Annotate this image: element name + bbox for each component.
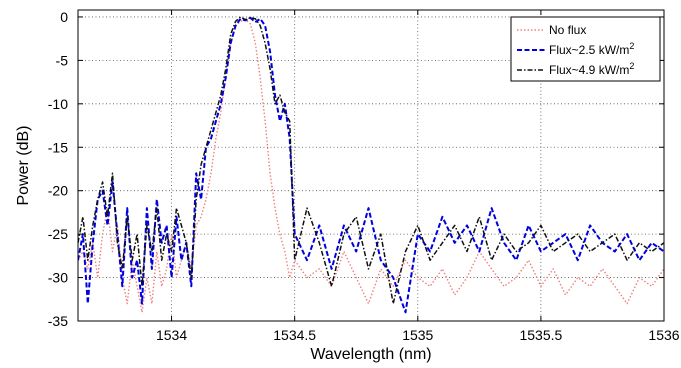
legend-label-no-flux: No flux [549,23,586,37]
series-layer [78,16,664,314]
legend-label-flux-4-9-prefix: Flux~4.9 kW/m [549,63,629,77]
y-tick-label: -10 [48,96,68,112]
y-tick-label: -25 [48,226,68,242]
plot-area-frame [77,9,665,322]
y-tick-label: -30 [48,270,68,286]
x-tick-label: 1536 [648,327,679,343]
legend-label-flux-2-5-sup: 2 [629,41,634,51]
y-tick-label: 0 [60,9,68,25]
series-flux-4-9 [78,16,664,305]
legend-label-flux-4-9: Flux~4.9 kW/m2 [549,61,634,77]
x-tick-label: 1534.5 [273,327,316,343]
x-tick-label: 1534 [156,327,187,343]
y-tick-label: -15 [48,139,68,155]
axis-ticks: 1534 1534.5 1535 1535.5 1536 0 -5 -10 -15 -20 -25 -… [48,9,680,343]
y-tick-label: -5 [56,52,69,68]
x-axis-label: Wavelength (nm) [310,346,431,363]
legend-label-flux-2-5: Flux~2.5 kW/m2 [549,41,634,57]
x-tick-label: 1535 [402,327,433,343]
legend: No flux Flux~2.5 kW/m2 Flux~4.9 kW/m2 [510,16,661,82]
x-tick-label: 1535.5 [519,327,562,343]
y-tick-label: -35 [48,313,68,329]
y-tick-label: -20 [48,183,68,199]
series-no-flux [78,18,664,313]
legend-label-flux-4-9-sup: 2 [629,61,634,71]
legend-label-flux-2-5-prefix: Flux~2.5 kW/m [549,43,629,57]
y-axis-label: Power (dB) [15,125,32,205]
